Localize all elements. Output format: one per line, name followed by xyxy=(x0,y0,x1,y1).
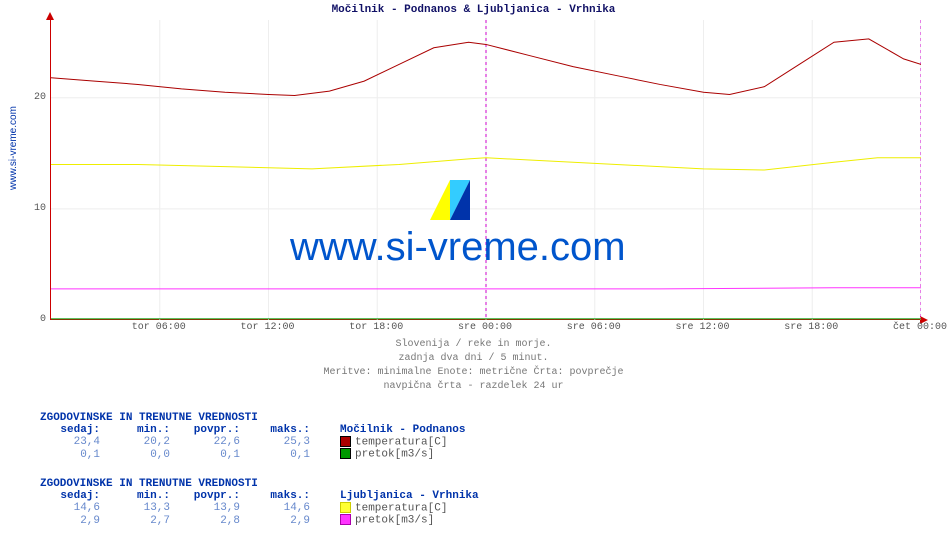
legend-value: 0,1 xyxy=(170,449,240,461)
legend-value: 14,6 xyxy=(40,502,100,514)
y-tick-label: 10 xyxy=(30,203,46,214)
legend-value: 13,3 xyxy=(100,502,170,514)
legend-swatch xyxy=(340,502,351,513)
legend-swatch xyxy=(340,448,351,459)
legend-swatch xyxy=(340,436,351,447)
legend-station-name: Ljubljanica - Vrhnika xyxy=(310,490,540,502)
legend-value: 2,9 xyxy=(40,515,100,527)
legend-header-row: sedaj:min.:povpr.:maks.:Močilnik - Podna… xyxy=(40,424,540,436)
legend-value: 2,9 xyxy=(240,515,310,527)
legend-value: 20,2 xyxy=(100,436,170,448)
legend-data-row: 2,92,72,82,9pretok[m3/s] xyxy=(40,514,540,526)
x-tick-label: sre 06:00 xyxy=(567,322,621,333)
legend-col-povpr: povpr.: xyxy=(170,424,240,436)
y-axis-arrow xyxy=(46,12,54,20)
legend-col-min: min.: xyxy=(100,490,170,502)
legend-value: 22,6 xyxy=(170,436,240,448)
x-tick-label: sre 18:00 xyxy=(784,322,838,333)
legend-value: 13,9 xyxy=(170,502,240,514)
chart-meta: Slovenija / reke in morje. zadnja dva dn… xyxy=(0,338,947,394)
x-tick-label: sre 00:00 xyxy=(458,322,512,333)
legend-col-maks: maks.: xyxy=(240,490,310,502)
legend-col-sedaj: sedaj: xyxy=(40,424,100,436)
site-label-vertical: www.si-vreme.com xyxy=(8,106,19,190)
legend-data-row: 14,613,313,914,6temperatura[C] xyxy=(40,502,540,514)
x-tick-label: tor 12:00 xyxy=(240,322,294,333)
y-tick-label: 0 xyxy=(30,314,46,325)
x-tick-label: čet 00:00 xyxy=(893,322,947,333)
legend-col-povpr: povpr.: xyxy=(170,490,240,502)
legend-value: 25,3 xyxy=(240,436,310,448)
legend-value: 0,1 xyxy=(240,449,310,461)
meta-line-2: zadnja dva dni / 5 minut. xyxy=(0,352,947,366)
legend-series-label: temperatura[C] xyxy=(310,502,540,514)
legend-series-label: pretok[m3/s] xyxy=(310,448,540,460)
legend-value: 2,8 xyxy=(170,515,240,527)
legend-series-label: temperatura[C] xyxy=(310,436,540,448)
legend-data-row: 23,420,222,625,3temperatura[C] xyxy=(40,436,540,448)
watermark-text: www.si-vreme.com xyxy=(290,225,626,270)
x-tick-label: sre 12:00 xyxy=(675,322,729,333)
legend-swatch xyxy=(340,514,351,525)
chart-svg xyxy=(51,20,921,320)
legend-col-sedaj: sedaj: xyxy=(40,490,100,502)
legend-value: 2,7 xyxy=(100,515,170,527)
legend-heading: ZGODOVINSKE IN TRENUTNE VREDNOSTI xyxy=(40,478,540,490)
legend-header-row: sedaj:min.:povpr.:maks.:Ljubljanica - Vr… xyxy=(40,490,540,502)
legend-col-maks: maks.: xyxy=(240,424,310,436)
legend-value: 0,0 xyxy=(100,449,170,461)
legend-value: 0,1 xyxy=(40,449,100,461)
legend-data-row: 0,10,00,10,1pretok[m3/s] xyxy=(40,448,540,460)
watermark-logo xyxy=(430,180,470,220)
legend-value: 14,6 xyxy=(240,502,310,514)
legend-block: ZGODOVINSKE IN TRENUTNE VREDNOSTIsedaj:m… xyxy=(40,412,540,461)
legend-series-label: pretok[m3/s] xyxy=(310,514,540,526)
meta-line-3: Meritve: minimalne Enote: metrične Črta:… xyxy=(0,366,947,380)
y-tick-label: 20 xyxy=(30,92,46,103)
chart-plot-area xyxy=(50,20,920,320)
chart-title: Močilnik - Podnanos & Ljubljanica - Vrhn… xyxy=(0,4,947,16)
legend-col-min: min.: xyxy=(100,424,170,436)
legend-value: 23,4 xyxy=(40,436,100,448)
x-tick-label: tor 06:00 xyxy=(132,322,186,333)
meta-line-4: navpična črta - razdelek 24 ur xyxy=(0,380,947,394)
legend-heading: ZGODOVINSKE IN TRENUTNE VREDNOSTI xyxy=(40,412,540,424)
legend-station-name: Močilnik - Podnanos xyxy=(310,424,540,436)
meta-line-1: Slovenija / reke in morje. xyxy=(0,338,947,352)
x-tick-label: tor 18:00 xyxy=(349,322,403,333)
legend-block: ZGODOVINSKE IN TRENUTNE VREDNOSTIsedaj:m… xyxy=(40,478,540,527)
